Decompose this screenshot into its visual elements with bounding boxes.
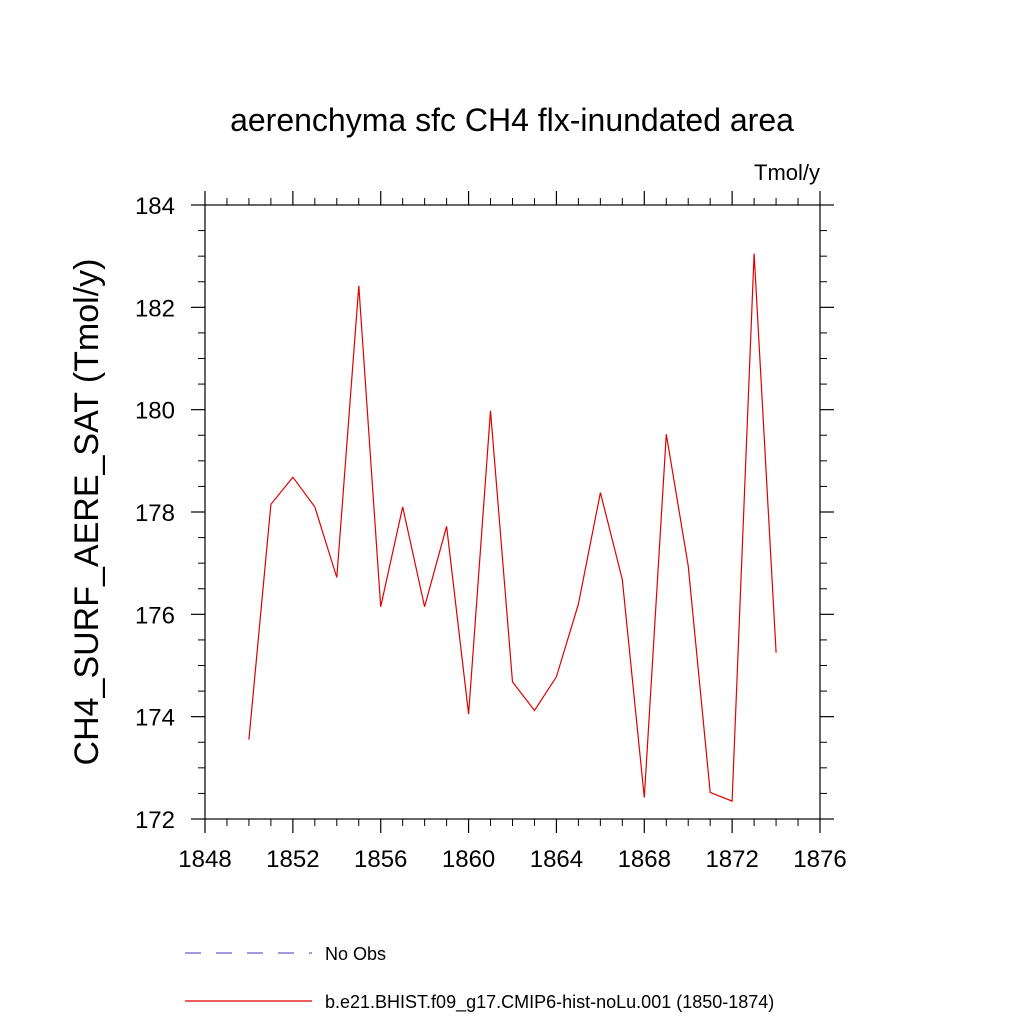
x-tick-label: 1872 — [705, 846, 758, 873]
chart-title: aerenchyma sfc CH4 flx-inundated area — [230, 102, 794, 138]
plot-area: 1848 1852 1856 1860 1864 1868 1872 1876 172 174 17… — [135, 191, 847, 873]
legend: No Obs b.e21.BHIST.f09_g17.CMIP6-hist-noL… — [185, 944, 774, 1013]
y-tick-label: 178 — [135, 500, 175, 527]
series-line-1 — [248, 253, 777, 802]
x-tick-label: 1848 — [178, 846, 231, 873]
legend-label-1: b.e21.BHIST.f09_g17.CMIP6-hist-noLu.001 … — [325, 992, 774, 1013]
legend-label-0: No Obs — [325, 944, 386, 964]
units-label: Tmol/y — [754, 160, 820, 185]
y-axis-label: CH4_SURF_AERE_SAT (Tmol/y) — [68, 259, 106, 766]
x-tick-label: 1868 — [618, 846, 671, 873]
x-tick-label: 1852 — [266, 846, 319, 873]
x-tick-label: 1864 — [530, 846, 583, 873]
y-tick-label: 182 — [135, 295, 175, 322]
x-tick-label: 1856 — [354, 846, 407, 873]
x-tick-label: 1860 — [442, 846, 495, 873]
y-tick-label: 180 — [135, 398, 175, 425]
y-tick-label: 174 — [135, 705, 175, 732]
y-tick-label: 172 — [135, 807, 175, 834]
x-tick-label: 1876 — [793, 846, 846, 873]
y-tick-label: 176 — [135, 602, 175, 629]
plot-frame — [204, 204, 821, 820]
y-tick-label: 184 — [135, 193, 175, 220]
